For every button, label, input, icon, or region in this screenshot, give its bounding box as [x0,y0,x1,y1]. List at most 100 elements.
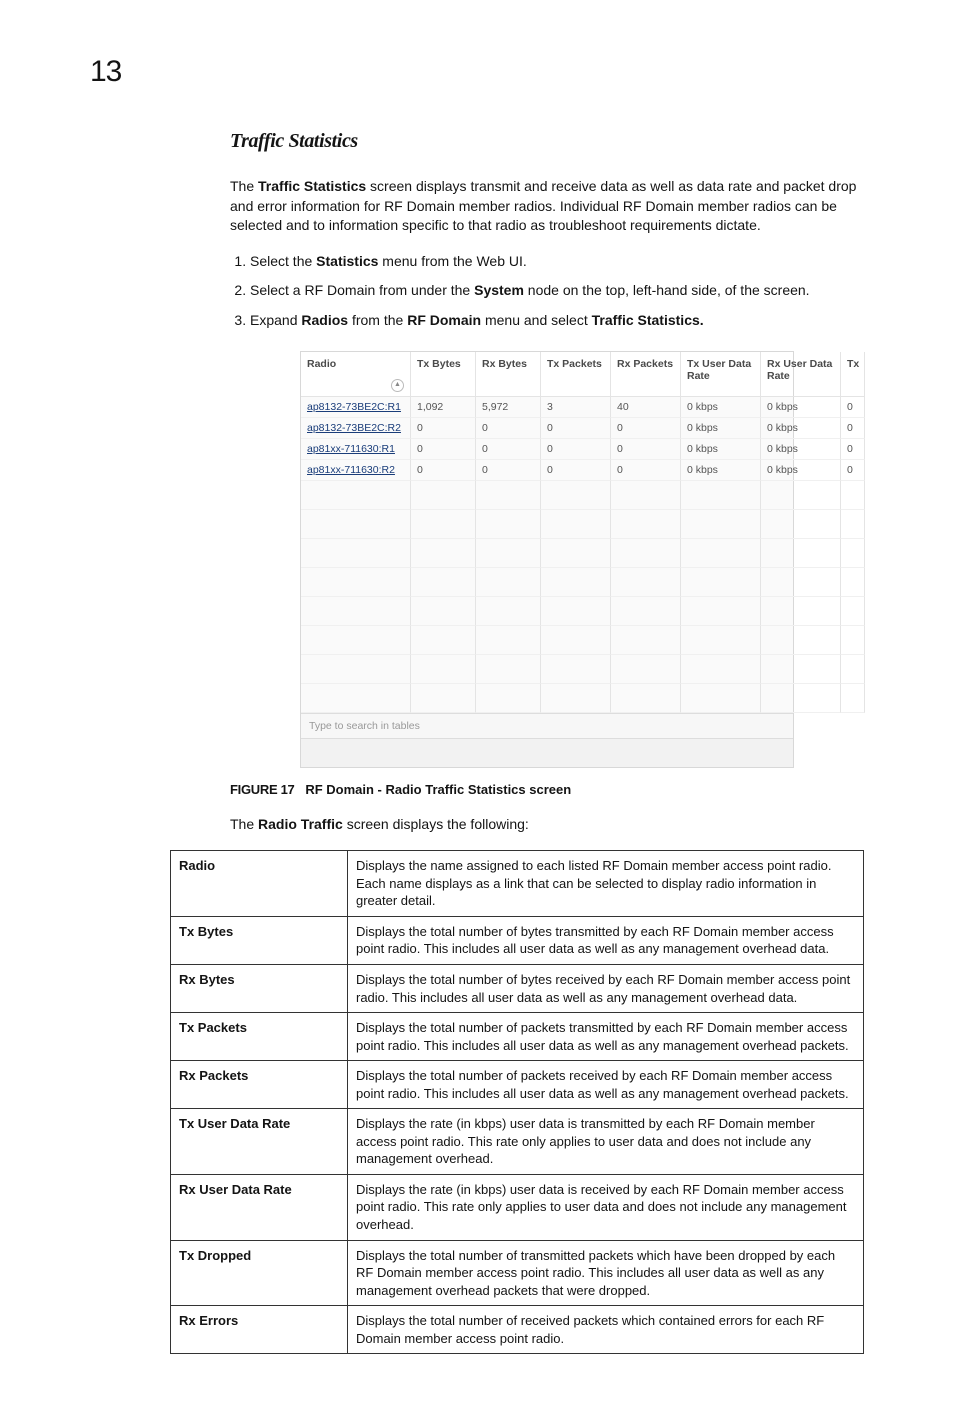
rx-packets-cell: 0 [611,460,681,481]
empty-cell [841,597,865,626]
tx-bytes-cell: 1,092 [411,397,476,418]
empty-cell [681,510,761,539]
empty-cell [681,568,761,597]
empty-cell [541,539,611,568]
tx-bytes-cell: 0 [411,460,476,481]
document-page: 13 Traffic Statistics The Traffic Statis… [0,0,954,1414]
text: screen displays the following: [343,816,529,832]
definition-description: Displays the name assigned to each liste… [348,851,864,917]
step-item: Select the Statistics menu from the Web … [250,252,864,272]
rx-user-data-rate-cell: 0 kbps [761,460,841,481]
definition-row: Rx User Data RateDisplays the rate (in k… [171,1174,864,1240]
text: Select the [250,253,316,269]
sort-indicator-icon[interactable]: ▲ [391,379,404,392]
bold: Traffic Statistics. [592,312,704,328]
definition-row: Tx BytesDisplays the total number of byt… [171,916,864,964]
tx-extra-cell: 0 [841,439,865,460]
tx-user-data-rate-cell: 0 kbps [681,397,761,418]
bold: Radios [301,312,348,328]
column-header[interactable]: Rx User Data Rate [761,352,841,397]
definition-term: Rx Bytes [171,965,348,1013]
definition-row: Tx User Data RateDisplays the rate (in k… [171,1109,864,1175]
definition-row: Tx DroppedDisplays the total number of t… [171,1240,864,1306]
empty-cell [411,510,476,539]
empty-cell [841,510,865,539]
empty-cell [476,481,541,510]
empty-cell [681,481,761,510]
empty-cell [541,597,611,626]
column-header[interactable]: Tx Packets [541,352,611,397]
tx-user-data-rate-cell: 0 kbps [681,439,761,460]
definition-description: Displays the total number of received pa… [348,1306,864,1354]
rx-bytes-cell: 5,972 [476,397,541,418]
rx-packets-cell: 0 [611,439,681,460]
definition-row: Tx PacketsDisplays the total number of p… [171,1013,864,1061]
table-row-empty [301,626,793,655]
column-header[interactable]: Tx User Data Rate [681,352,761,397]
text: menu from the Web UI. [378,253,526,269]
empty-cell [681,684,761,713]
radio-cell[interactable]: ap8132-73BE2C:R2 [301,418,411,439]
empty-cell [476,597,541,626]
radio-link[interactable]: ap81xx-711630:R1 [307,443,395,455]
empty-cell [841,481,865,510]
definition-row: Rx PacketsDisplays the total number of p… [171,1061,864,1109]
definition-description: Displays the rate (in kbps) user data is… [348,1174,864,1240]
empty-cell [541,684,611,713]
text: Select a RF Domain from under the [250,282,474,298]
rx-packets-cell: 0 [611,418,681,439]
table-body: ap8132-73BE2C:R11,0925,9723400 kbps0 kbp… [301,397,793,713]
empty-cell [761,655,841,684]
table-row-empty [301,481,793,510]
empty-cell [411,539,476,568]
definition-term: Rx Packets [171,1061,348,1109]
chapter-number: 13 [90,55,121,89]
table-search-input[interactable]: Type to search in tables [301,713,793,738]
table-row-empty [301,684,793,713]
empty-cell [411,597,476,626]
empty-cell [301,539,411,568]
definition-description: Displays the total number of packets tra… [348,1013,864,1061]
column-header[interactable]: Tx [841,352,865,397]
empty-cell [611,510,681,539]
text: The [230,816,258,832]
text: Expand [250,312,301,328]
column-header-radio[interactable]: Radio ▲ [301,352,411,397]
definition-term: Tx Packets [171,1013,348,1061]
empty-cell [541,510,611,539]
column-header[interactable]: Tx Bytes [411,352,476,397]
radio-cell[interactable]: ap8132-73BE2C:R1 [301,397,411,418]
radio-link[interactable]: ap81xx-711630:R2 [307,464,395,476]
empty-cell [411,568,476,597]
empty-cell [761,510,841,539]
rx-bytes-cell: 0 [476,460,541,481]
bold: Statistics [316,253,378,269]
empty-cell [611,481,681,510]
rx-user-data-rate-cell: 0 kbps [761,439,841,460]
empty-cell [761,684,841,713]
radio-link[interactable]: ap8132-73BE2C:R1 [307,401,401,413]
empty-cell [301,510,411,539]
definition-term: Tx Bytes [171,916,348,964]
empty-cell [681,539,761,568]
text: node on the top, left-hand side, of the … [524,282,810,298]
intro-paragraph: The Traffic Statistics screen displays t… [230,177,864,236]
empty-cell [476,626,541,655]
table-row-empty [301,539,793,568]
tx-user-data-rate-cell: 0 kbps [681,460,761,481]
empty-cell [301,597,411,626]
column-header[interactable]: Rx Bytes [476,352,541,397]
tx-bytes-cell: 0 [411,439,476,460]
radio-cell[interactable]: ap81xx-711630:R2 [301,460,411,481]
empty-cell [301,481,411,510]
horizontal-scrollbar[interactable] [301,738,793,767]
radio-cell[interactable]: ap81xx-711630:R1 [301,439,411,460]
empty-cell [301,626,411,655]
step-item: Expand Radios from the RF Domain menu an… [250,311,864,331]
empty-cell [476,539,541,568]
radio-link[interactable]: ap8132-73BE2C:R2 [307,422,401,434]
column-header[interactable]: Rx Packets [611,352,681,397]
rx-bytes-cell: 0 [476,439,541,460]
bold: RF Domain [407,312,481,328]
empty-cell [611,597,681,626]
